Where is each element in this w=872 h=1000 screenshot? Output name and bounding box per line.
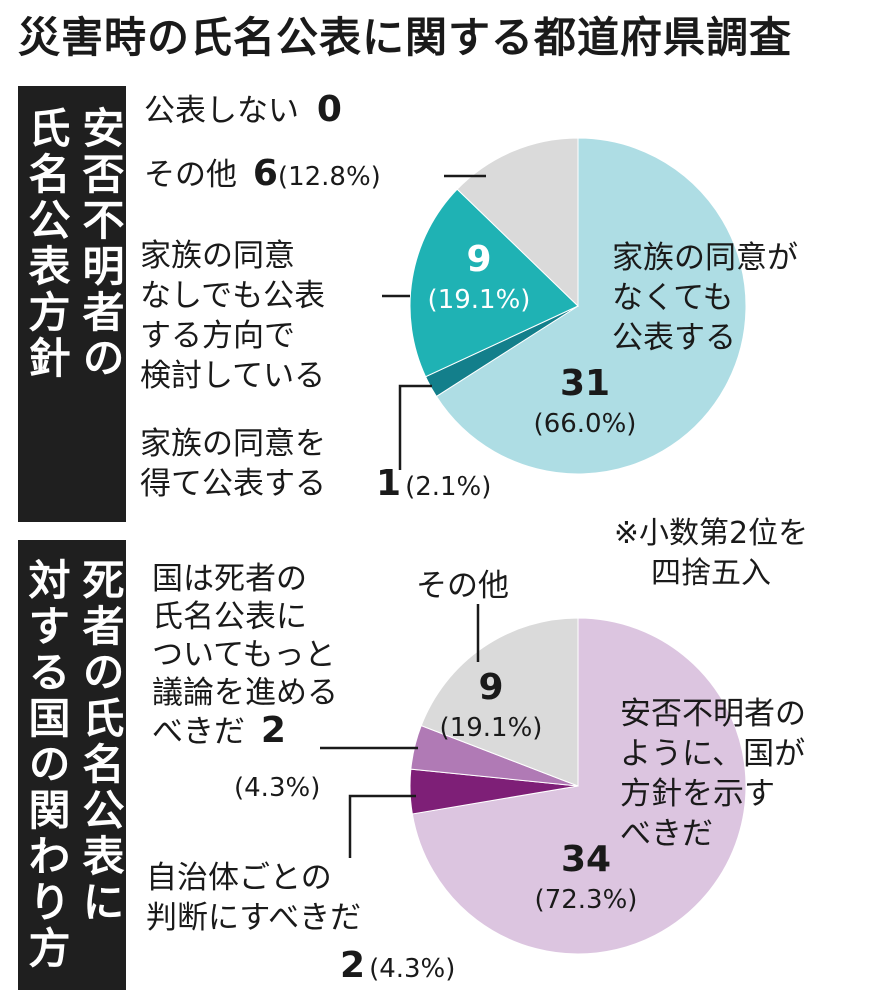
pie1-slice-0 — [435, 137, 747, 475]
label-main-2-line-2: ように、国が — [620, 736, 806, 772]
label-discuss-line-2: 氏名公表に — [152, 599, 307, 635]
label-none-text: 公表しない — [144, 93, 299, 129]
rounding-note: ※小数第2位を 四捨五入 — [566, 514, 856, 594]
pie2-slice-0 — [411, 617, 747, 955]
label-consent-value: 1 — [376, 463, 402, 504]
label-main-2-line-3: 方針を示す — [620, 776, 775, 812]
label-consider-value-block: 9 (19.1%) — [414, 240, 544, 320]
leader-line-consent — [398, 384, 432, 470]
label-consider-line-3: する方向で — [140, 318, 295, 354]
section1-heading-line1: 安否不明者の — [76, 106, 125, 382]
label-discuss-line-3: ついてもっと — [152, 637, 336, 673]
label-other-2-text: その他 — [416, 568, 509, 604]
label-other-1-text: その他 — [144, 157, 237, 193]
label-none-value: 0 — [316, 89, 342, 130]
label-main-2-line-4: べきだ — [620, 816, 713, 852]
label-discuss-line-5: べきだ 2 — [152, 712, 338, 751]
label-main-1-text: 家族の同意が なくても 公表する — [612, 238, 798, 358]
label-local-text: 自治体ごとの 判断にすべきだ — [146, 858, 361, 938]
pie-chart-2 — [409, 617, 747, 955]
section1-heading-bar: 安否不明者の 氏名公表方針 — [18, 86, 126, 522]
rounding-note-line-1: ※小数第2位を — [613, 516, 809, 551]
label-discuss-pct: (4.3%) — [234, 773, 321, 803]
label-consent-line-2: 得て公表する — [140, 466, 326, 502]
label-main-1-value-block: 31 (66.0%) — [505, 364, 665, 444]
label-consider-line-1: 家族の同意 — [140, 238, 295, 274]
label-consider-text: 家族の同意 なしでも公表 する方向で 検討している — [140, 236, 325, 396]
label-other-1-pct: (12.8%) — [277, 162, 381, 192]
pie2-slice-3 — [420, 617, 579, 787]
label-main-2-pct: (72.3%) — [534, 885, 638, 915]
label-local-line-2: 判断にすべきだ — [146, 900, 362, 936]
label-discuss-text: 国は死者の 氏名公表に ついてもっと 議論を進める べきだ 2 — [152, 560, 338, 751]
label-consent-text: 家族の同意を 得て公表する — [140, 424, 326, 504]
label-consider-line-2: なしでも公表 — [140, 278, 326, 314]
label-discuss-line-5-text: べきだ — [152, 714, 245, 750]
label-main-1-line-3: 公表する — [612, 320, 736, 356]
label-consider-pct: (19.1%) — [427, 285, 531, 315]
label-none: 公表しない 0 — [144, 90, 342, 131]
label-consider-value: 9 — [466, 239, 492, 280]
label-main-2-line-1: 安否不明者の — [620, 696, 806, 732]
label-other-2-value-block: 9 (19.1%) — [436, 668, 546, 748]
label-consent-pct: (2.1%) — [405, 472, 492, 502]
label-local-value-block: 2 (4.3%) — [340, 946, 455, 989]
label-other-1-value: 6 — [252, 153, 278, 194]
pie1-slice-2 — [409, 188, 579, 378]
label-consent-value-block: 1 (2.1%) — [376, 464, 491, 507]
label-main-2-text: 安否不明者の ように、国が 方針を示す べきだ — [620, 694, 806, 854]
label-consider-line-4: 検討している — [140, 358, 326, 394]
section1-heading-line2: 氏名公表方針 — [22, 106, 71, 382]
section2-heading-line1: 死者の氏名公表に — [76, 558, 125, 926]
pie1-slice-3 — [456, 137, 579, 308]
label-main-2-value: 34 — [560, 839, 612, 880]
label-main-2-value-block: 34 (72.3%) — [506, 840, 666, 920]
label-discuss-line-1: 国は死者の — [152, 561, 307, 597]
rounding-note-line-2: 四捨五入 — [651, 556, 771, 591]
label-other-2-pct: (19.1%) — [439, 713, 543, 743]
leader-line-local — [348, 794, 416, 858]
section2-heading-line2: 対する国の関わり方 — [22, 558, 71, 972]
pie-chart-1 — [409, 137, 747, 475]
label-local-pct: (4.3%) — [369, 954, 456, 984]
label-main-1-line-2: なくても — [612, 280, 734, 316]
label-discuss-value: 2 — [260, 710, 286, 751]
label-other-2-value: 9 — [478, 667, 504, 708]
label-other-1: その他 6(12.8%) — [144, 154, 381, 197]
label-local-line-1: 自治体ごとの — [146, 860, 332, 896]
label-main-1-line-1: 家族の同意が — [612, 240, 798, 276]
label-consent-line-1: 家族の同意を — [140, 426, 326, 462]
label-main-1-pct: (66.0%) — [533, 409, 637, 439]
label-discuss-line-4: 議論を進める — [152, 675, 338, 711]
section2-heading-bar: 死者の氏名公表に 対する国の関わり方 — [18, 540, 126, 990]
label-local-value: 2 — [340, 945, 366, 986]
label-main-1-value: 31 — [559, 363, 611, 404]
page-title: 災害時の氏名公表に関する都道府県調査 — [18, 13, 793, 62]
